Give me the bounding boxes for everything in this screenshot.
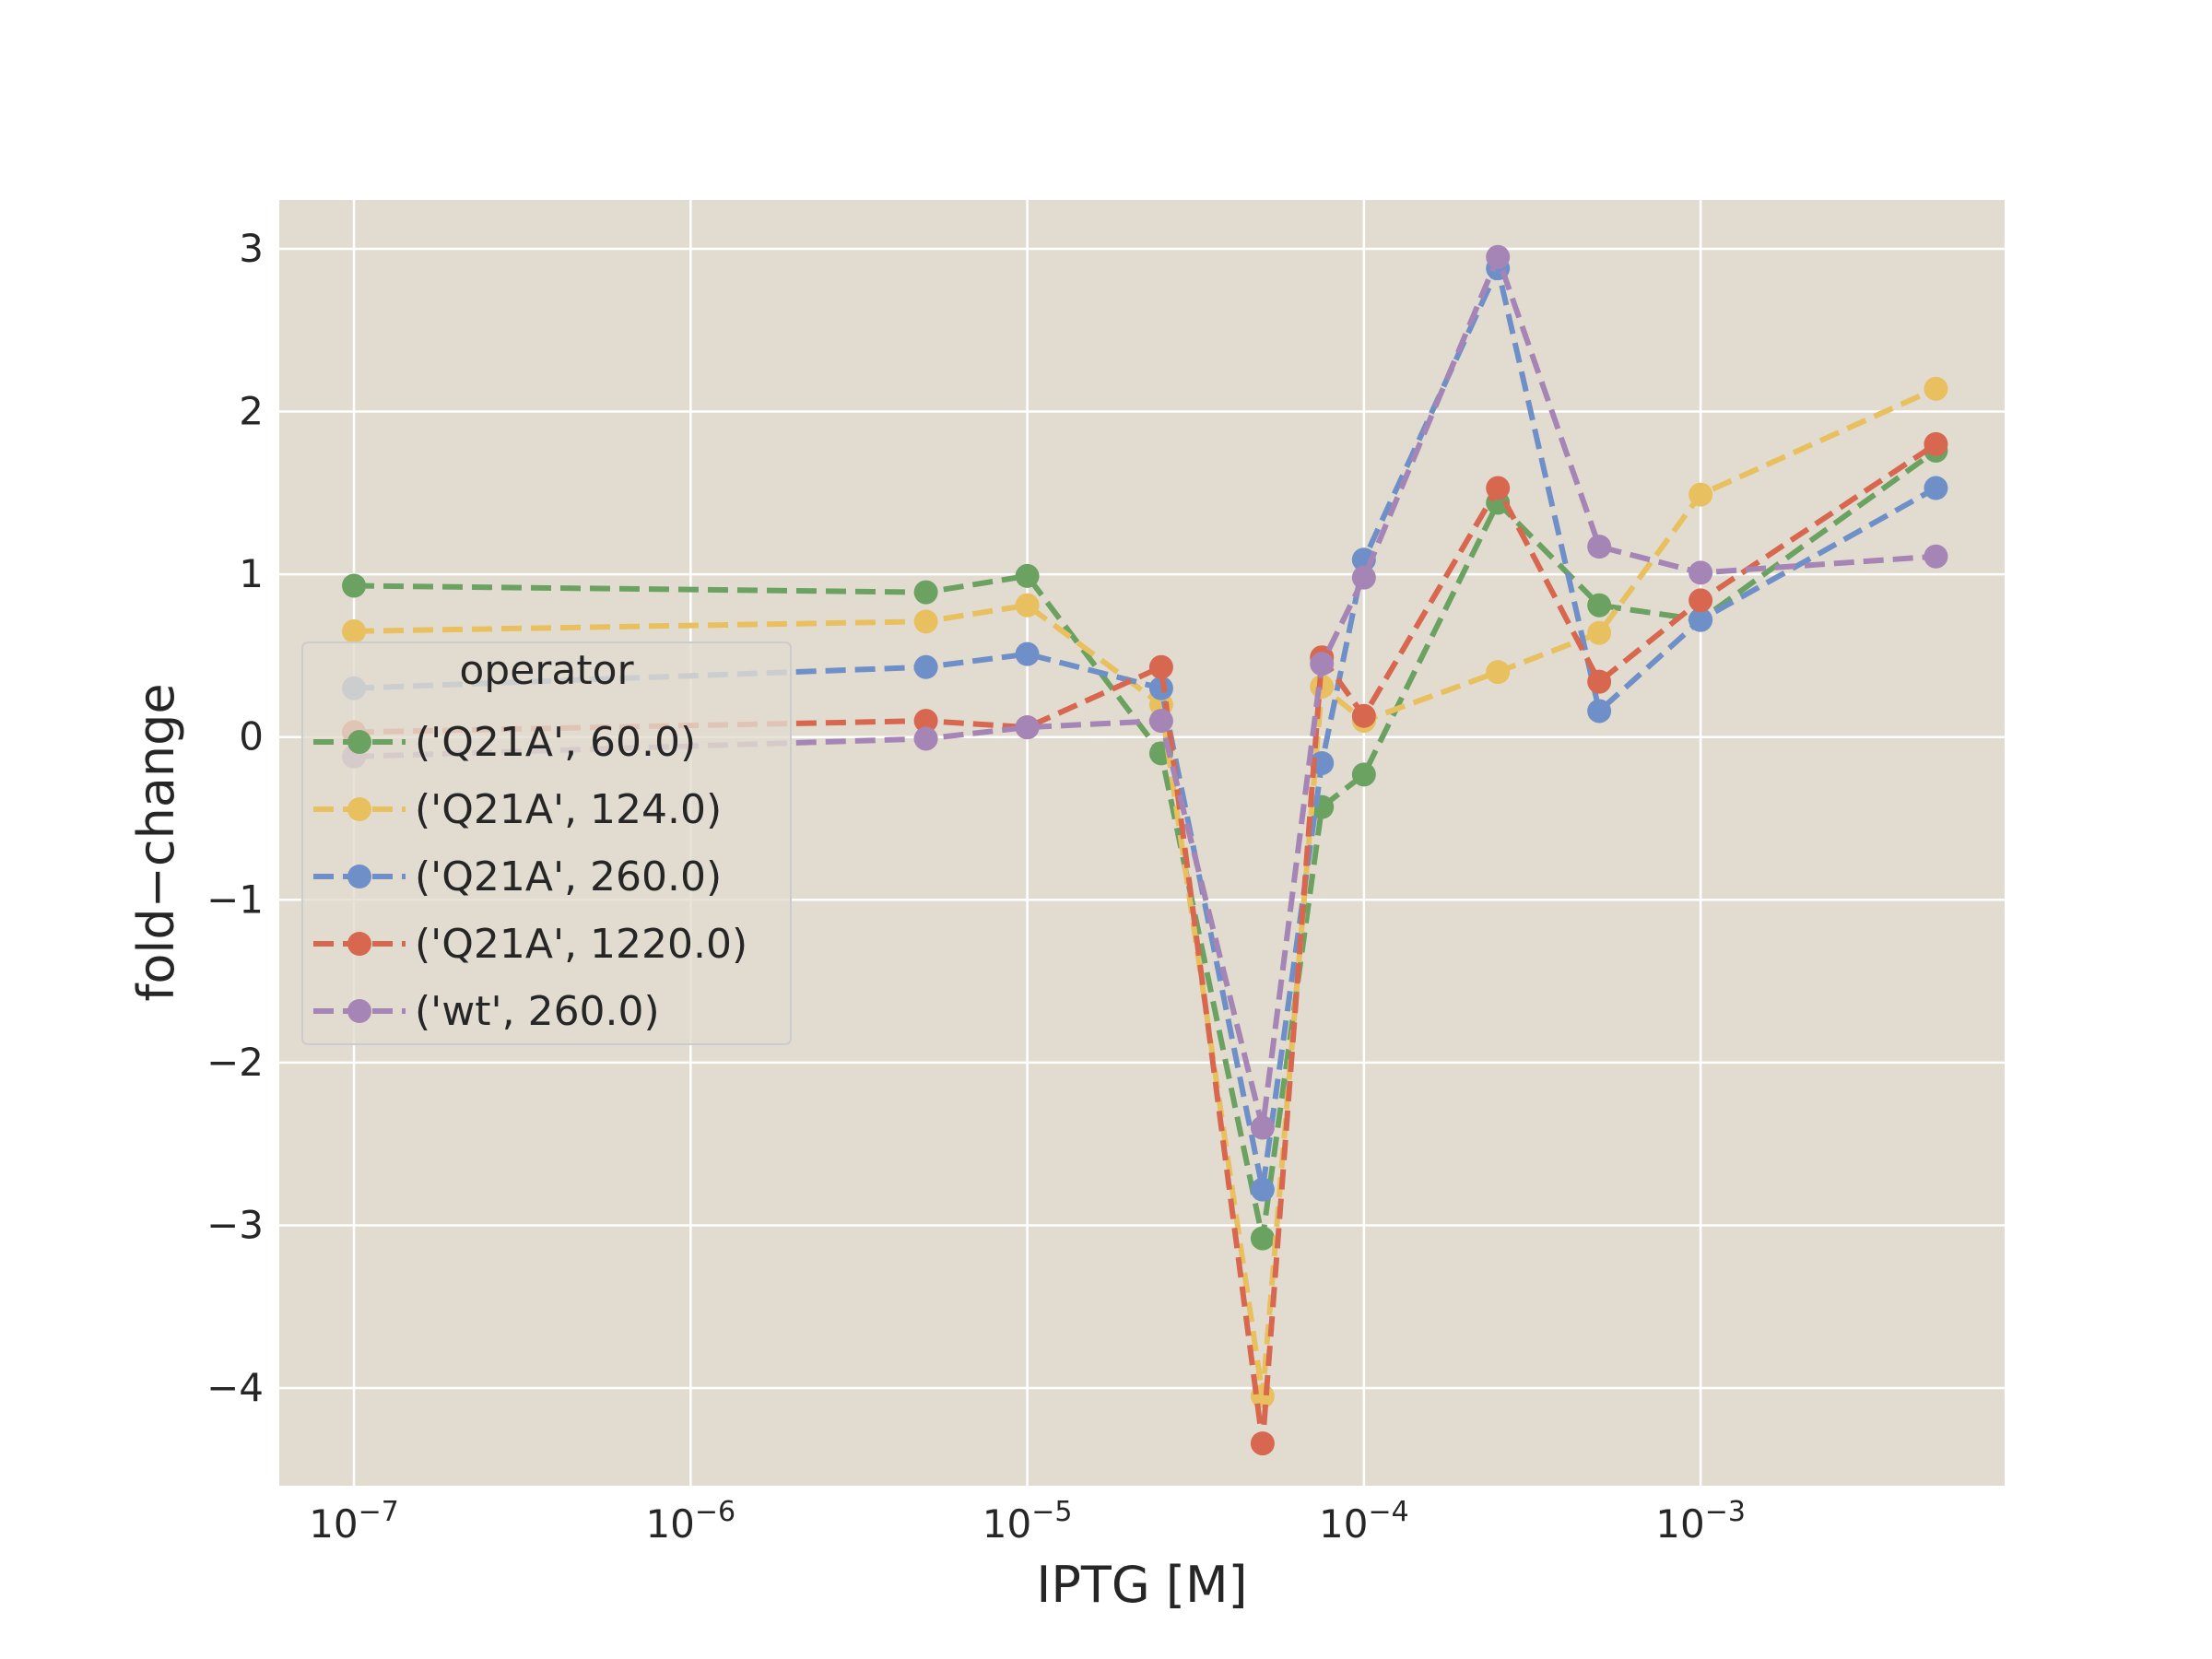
x-tick-exponent: −7	[359, 1496, 399, 1528]
x-tick-label: 10−7	[309, 1496, 399, 1547]
series-5	[342, 244, 1948, 1140]
data-point	[1015, 593, 1040, 618]
legend-label: ('Q21A', 260.0)	[415, 853, 722, 900]
data-point	[913, 726, 938, 751]
y-tick-label: 3	[239, 226, 264, 271]
legend-label: ('wt', 260.0)	[415, 988, 660, 1035]
legend: operator ('Q21A', 60.0)('Q21A', 124.0)('…	[301, 641, 792, 1045]
x-tick-label: 10−5	[982, 1496, 1073, 1547]
series-line	[353, 448, 1938, 1241]
data-point	[1688, 588, 1713, 613]
x-axis-label: IPTG [M]	[1036, 1556, 1247, 1614]
legend-entry: ('Q21A', 124.0)	[313, 786, 722, 833]
x-tick-exponent: −3	[1705, 1496, 1746, 1528]
data-point	[1587, 593, 1612, 618]
y-tick-label: 2	[239, 389, 264, 434]
y-tick-label: 0	[239, 714, 264, 759]
data-point	[342, 573, 367, 598]
data-point	[1351, 762, 1376, 787]
y-tick-labels: 3 2 1 0 −1 −2 −3 −4	[206, 226, 264, 1410]
data-point	[1688, 482, 1713, 507]
x-tick-base: 10	[309, 1501, 358, 1547]
x-tick-label: 10−4	[1319, 1496, 1409, 1547]
y-tick-label: −1	[206, 877, 264, 922]
legend-label: ('Q21A', 124.0)	[415, 786, 722, 833]
data-point	[342, 618, 367, 643]
data-point	[1015, 563, 1040, 588]
x-tick-base: 10	[1319, 1501, 1368, 1547]
y-tick-label: 1	[239, 551, 264, 596]
legend-label: ('Q21A', 60.0)	[415, 719, 696, 766]
data-point	[1148, 654, 1173, 679]
data-point	[1486, 244, 1511, 269]
data-point	[1587, 620, 1612, 645]
data-point	[913, 709, 938, 734]
x-tick-exponent: −5	[1031, 1496, 1072, 1528]
legend-entry: ('Q21A', 260.0)	[313, 853, 722, 900]
legend-entries: ('Q21A', 60.0) ('Q21A', 124.0) ('Q21A', 26…	[313, 719, 747, 1035]
data-point	[913, 654, 938, 679]
data-point	[1250, 1431, 1275, 1456]
data-point	[1587, 669, 1612, 694]
x-tick-base: 10	[645, 1501, 694, 1547]
series-3	[342, 256, 1948, 1202]
x-tick-base: 10	[1655, 1501, 1704, 1547]
legend-entry: ('wt', 260.0)	[313, 988, 660, 1035]
x-tick-labels: 10−7 10−6 10−5 10−4 10−3	[309, 1496, 1746, 1547]
y-axis-label: fold−change	[127, 683, 185, 1001]
data-point	[1486, 660, 1511, 685]
data-point	[1587, 535, 1612, 559]
legend-marker	[347, 932, 371, 956]
data-point	[1924, 431, 1948, 456]
legend-marker	[347, 730, 371, 754]
data-point	[1351, 565, 1376, 590]
data-point	[1924, 476, 1948, 500]
x-tick-base: 10	[982, 1501, 1031, 1547]
data-point	[913, 580, 938, 605]
data-point	[1250, 1177, 1275, 1202]
y-tick-label: −4	[206, 1365, 264, 1410]
data-point	[1015, 715, 1040, 740]
data-point	[1015, 641, 1040, 666]
legend-entry: ('Q21A', 60.0)	[313, 719, 696, 766]
x-tick-exponent: −4	[1368, 1496, 1408, 1528]
legend-box	[301, 641, 792, 1045]
data-point	[1486, 476, 1511, 500]
data-point	[1924, 544, 1948, 569]
data-point	[1310, 652, 1335, 677]
data-point	[1351, 703, 1376, 728]
legend-title: operator	[459, 647, 634, 694]
legend-marker	[347, 865, 371, 888]
legend-entry: ('Q21A', 1220.0)	[313, 921, 747, 968]
legend-marker	[347, 797, 371, 821]
legend-label: ('Q21A', 1220.0)	[415, 921, 747, 968]
data-point	[1688, 607, 1713, 632]
x-tick-exponent: −6	[695, 1496, 735, 1528]
y-tick-label: −2	[206, 1040, 264, 1085]
data-point	[1250, 1115, 1275, 1140]
x-tick-label: 10−3	[1655, 1496, 1746, 1547]
data-point	[1250, 1226, 1275, 1251]
data-point	[1924, 376, 1948, 401]
data-point	[1587, 699, 1612, 724]
x-tick-label: 10−6	[645, 1496, 735, 1547]
y-tick-label: −3	[206, 1202, 264, 1247]
data-point	[913, 609, 938, 634]
legend-marker	[347, 999, 371, 1023]
data-point	[1148, 709, 1173, 734]
data-point	[1688, 560, 1713, 585]
